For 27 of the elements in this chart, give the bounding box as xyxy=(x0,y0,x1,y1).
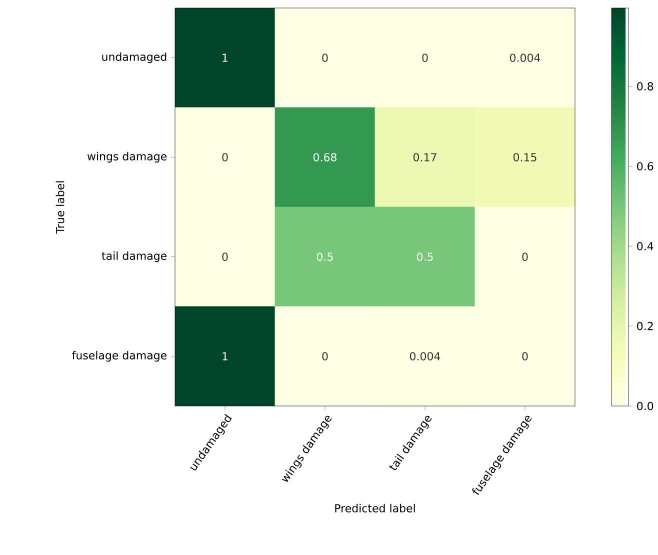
y-tick-label: undamaged xyxy=(102,52,166,64)
data-label: 0 xyxy=(322,54,328,62)
y-axis-title: True label xyxy=(56,181,64,234)
data-label: 1 xyxy=(222,54,228,62)
data-label: 1 xyxy=(222,352,228,360)
color-bar-label: 0.6 xyxy=(637,162,654,170)
color-bar-label: 0.8 xyxy=(637,82,654,90)
data-label: 0.15 xyxy=(513,153,536,162)
data-label: 0 xyxy=(322,352,328,360)
data-label: 0.004 xyxy=(510,54,540,62)
data-label: 0.004 xyxy=(410,352,440,360)
x-axis-title: Predicted label xyxy=(335,504,415,512)
data-label: 0 xyxy=(522,252,528,261)
data-label: 0.17 xyxy=(413,153,436,162)
data-label: 0.68 xyxy=(313,153,336,162)
data-label: 0.5 xyxy=(416,252,433,261)
data-label: 0.5 xyxy=(316,252,333,261)
color-bar-label: 0.4 xyxy=(637,242,654,250)
y-tick-label: wings damage xyxy=(87,152,167,163)
y-tick-label: fuselage damage xyxy=(72,350,167,362)
data-label: 0 xyxy=(222,252,228,261)
data-label: 0 xyxy=(422,54,428,62)
color-bar-label: 0.2 xyxy=(637,322,653,330)
y-tick-label: tail damage xyxy=(102,251,167,262)
data-label: 0 xyxy=(222,153,228,162)
color-bar-label: 0.0 xyxy=(637,402,654,410)
data-label: 0 xyxy=(522,352,528,360)
